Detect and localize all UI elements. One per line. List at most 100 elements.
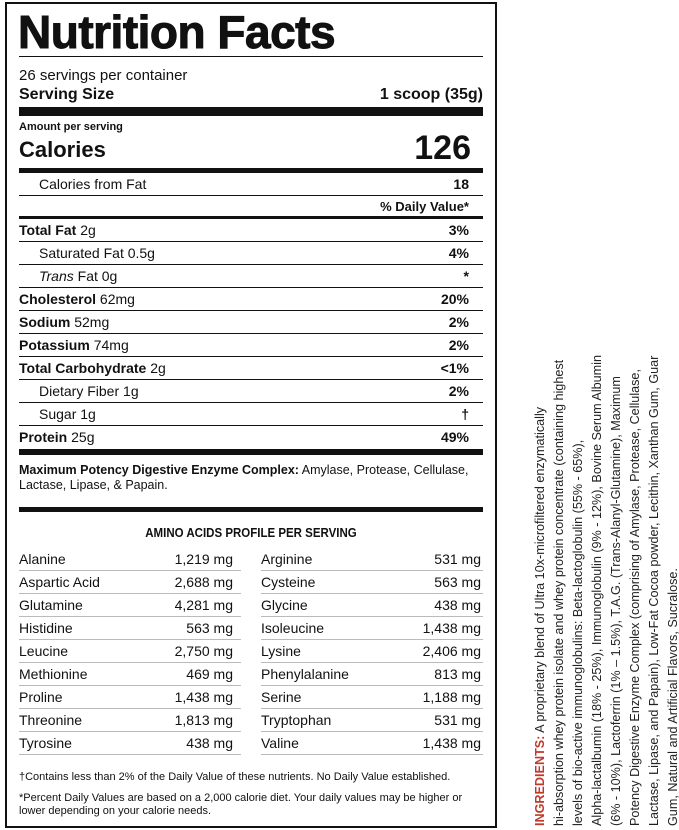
amino-header: AMINO ACIDS PROFILE PER SERVING — [145, 526, 357, 540]
nutrient-name: Saturated Fat 0.5g — [39, 242, 155, 264]
amino-acid-row: Glutamine 4,281 mg — [19, 594, 241, 617]
amino-acid-row: Cysteine 563 mg — [261, 571, 483, 594]
amino-acid-name: Tyrosine — [19, 735, 72, 751]
nutrient-amount: 2g — [80, 222, 96, 238]
nutrient-row: Saturated Fat 0.5g 4% — [19, 242, 483, 265]
amino-acid-name: Glutamine — [19, 597, 83, 613]
amino-acid-amount: 563 mg — [186, 620, 233, 636]
amino-acid-amount: 1,438 mg — [422, 620, 481, 636]
nutrient-amount: 0g — [101, 268, 118, 284]
nutrient-daily-value: 2% — [448, 383, 469, 399]
amino-acid-row: Phenylalanine 813 mg — [261, 663, 483, 686]
medium-divider — [19, 168, 483, 173]
amino-acid-amount: 1,813 mg — [174, 712, 233, 728]
nutrient-row: Total Carbohydrate 2g <1% — [19, 357, 483, 380]
nutrient-label: Protein — [19, 429, 68, 445]
ingredients-line: Potency Digestive Enzyme Complex (compri… — [627, 369, 642, 826]
nutrient-list: Total Fat 2g 3% Saturated Fat 0.5g 4% Trans … — [19, 219, 483, 449]
ingredients-line: Gum, Natural and Artificial Flavors, Suc… — [665, 568, 679, 826]
enzyme-text: Amylase, Protease, Cellulase, Lactase, L… — [19, 463, 469, 492]
amino-acid-name: Threonine — [19, 712, 83, 728]
calories-value: 126 — [414, 129, 471, 167]
nutrient-row: Total Fat 2g 3% — [19, 219, 483, 242]
calories-from-fat-label: Calories from Fat — [39, 176, 147, 192]
calories-from-fat-row: Calories from Fat 18 — [19, 173, 483, 196]
calories-row: Calories 126 — [19, 129, 483, 167]
amino-acid-name: Cysteine — [261, 574, 316, 590]
amino-acid-amount: 438 mg — [434, 597, 481, 613]
label-title: Nutrition Facts — [18, 6, 337, 59]
amino-acid-amount: 2,750 mg — [174, 643, 233, 659]
amino-acid-amount: 531 mg — [434, 551, 481, 567]
amino-acid-name: Histidine — [19, 620, 73, 636]
calories-label: Calories — [19, 137, 106, 162]
amino-acid-amount: 4,281 mg — [174, 597, 233, 613]
footnote-dagger: †Contains less than 2% of the Daily Valu… — [19, 771, 451, 783]
nutrient-daily-value: * — [463, 268, 469, 284]
footnote-percent: *Percent Daily Values are based on a 2,0… — [19, 792, 463, 817]
nutrient-name: Total Carbohydrate 2g — [19, 357, 166, 379]
thick-divider — [19, 449, 483, 455]
nutrient-label: Dietary Fiber — [39, 383, 120, 399]
nutrient-label: Cholesterol — [19, 291, 97, 307]
amino-acid-amount: 2,688 mg — [174, 574, 233, 590]
amino-acid-row: Valine 1,438 mg — [261, 732, 483, 755]
amino-acid-name: Proline — [19, 689, 63, 705]
ingredients-line: INGREDIENTS: A proprietary blend of Ultr… — [530, 399, 549, 826]
serving-size-value: 1 scoop (35g) — [379, 86, 483, 103]
amino-acid-row: Lysine 2,406 mg — [261, 640, 483, 663]
amino-acid-name: Methionine — [19, 666, 88, 682]
nutrient-amount: 1g — [123, 383, 139, 399]
nutrient-amount: 62mg — [99, 291, 135, 307]
nutrient-daily-value: 2% — [448, 337, 469, 353]
nutrient-label: Potassium — [19, 337, 90, 353]
divider — [19, 56, 483, 57]
amino-acid-name: Aspartic Acid — [19, 574, 100, 590]
amino-acid-amount: 469 mg — [186, 666, 233, 682]
ingredients-line: (6% - 10%), Lactoferrin (1% – 1.5%), T.A… — [608, 376, 623, 826]
amino-acid-row: Methionine 469 mg — [19, 663, 241, 686]
nutrient-label: Trans — [39, 268, 74, 284]
amino-acid-name: Lysine — [261, 643, 301, 659]
nutrient-amount: 2g — [150, 360, 166, 376]
enzyme-label: Maximum Potency Digestive Enzyme Complex… — [19, 463, 299, 477]
nutrient-row: Protein 25g 49% — [19, 426, 483, 449]
amino-acid-row: Proline 1,438 mg — [19, 686, 241, 709]
ingredients-text: A proprietary blend of Ultra 10x-microfi… — [532, 406, 547, 736]
nutrient-label: Saturated Fat — [39, 245, 124, 261]
nutrient-name: Protein 25g — [19, 426, 94, 449]
nutrient-label-suffix: Fat — [77, 268, 98, 284]
nutrient-label: Sodium — [19, 314, 71, 330]
amino-acid-amount: 2,406 mg — [422, 643, 481, 659]
amino-acid-row: Glycine 438 mg — [261, 594, 483, 617]
nutrient-daily-value: 49% — [440, 429, 469, 445]
nutrient-label: Total Carbohydrate — [19, 360, 147, 376]
serving-size: Serving Size 1 scoop (35g) — [19, 85, 483, 107]
nutrient-name: Dietary Fiber 1g — [39, 380, 139, 402]
amount-per-serving: Amount per serving — [19, 121, 123, 133]
amino-acid-amount: 813 mg — [434, 666, 481, 682]
nutrient-name: Sodium 52mg — [19, 311, 109, 333]
daily-value-header: % Daily Value* — [19, 196, 483, 219]
nutrient-daily-value: <1% — [440, 360, 469, 376]
amino-acid-row: Arginine 531 mg — [261, 548, 483, 571]
amino-acid-name: Tryptophan — [261, 712, 332, 728]
amino-acid-amount: 1,438 mg — [422, 735, 481, 751]
daily-value-header-text: % Daily Value* — [380, 199, 469, 214]
nutrient-row: Sugar 1g † — [19, 403, 483, 426]
nutrient-row: Potassium 74mg 2% — [19, 334, 483, 357]
ingredients-label: INGREDIENTS: — [532, 735, 547, 826]
amino-acid-row: Threonine 1,813 mg — [19, 709, 241, 732]
ingredients-line: Lactase, Lipase, and Papain), Low-Fat Co… — [646, 355, 661, 826]
nutrient-row: Sodium 52mg 2% — [19, 311, 483, 334]
amino-acid-row: Tyrosine 438 mg — [19, 732, 241, 755]
nutrient-name: Cholesterol 62mg — [19, 288, 135, 310]
amino-acid-name: Glycine — [261, 597, 308, 613]
amino-acid-name: Isoleucine — [261, 620, 325, 636]
nutrient-name: Potassium 74mg — [19, 334, 129, 356]
calories-from-fat-value: 18 — [453, 176, 469, 192]
thick-divider — [19, 107, 483, 116]
amino-acid-amount: 531 mg — [434, 712, 481, 728]
amino-acid-amount: 563 mg — [434, 574, 481, 590]
amino-acid-row: Aspartic Acid 2,688 mg — [19, 571, 241, 594]
